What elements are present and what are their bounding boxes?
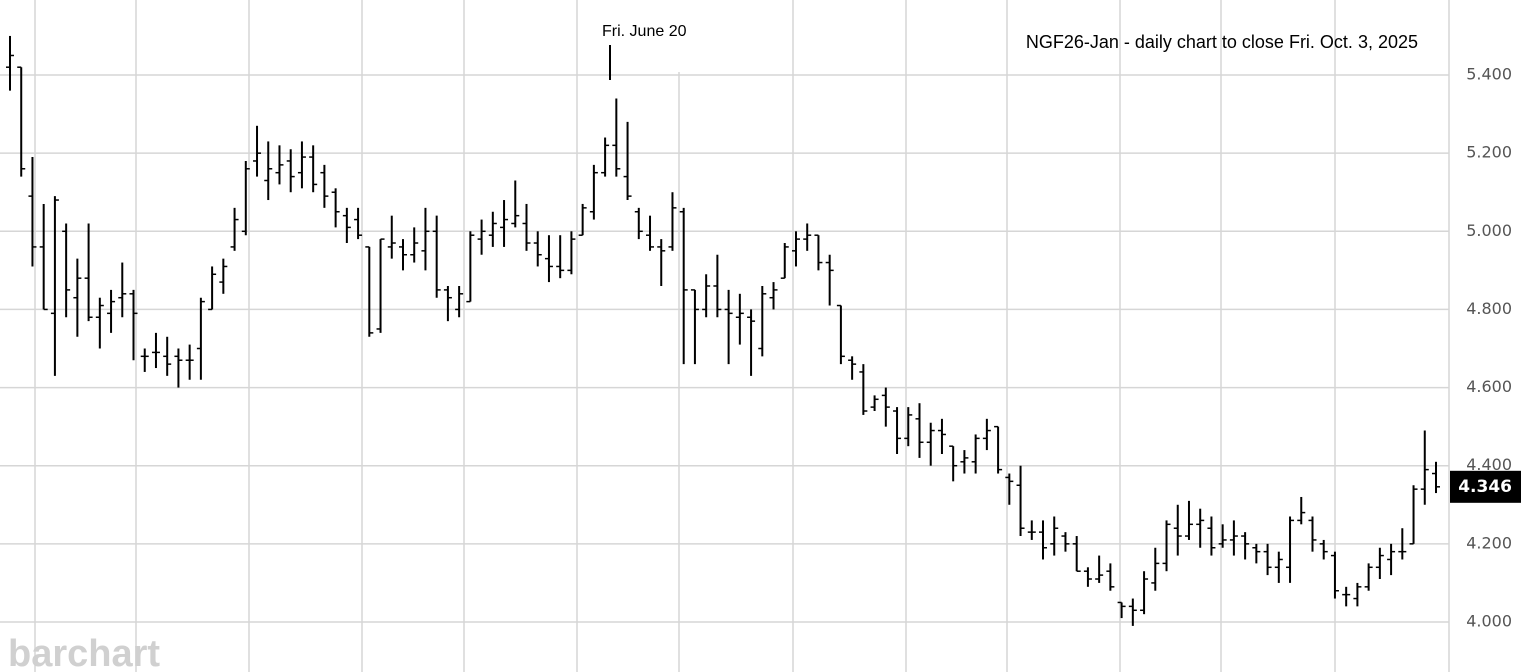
y-tick-label: 4.800 bbox=[1466, 299, 1512, 318]
y-tick-label: 4.000 bbox=[1466, 611, 1512, 630]
chart-title: NGF26-Jan - daily chart to close Fri. Oc… bbox=[1026, 32, 1418, 52]
y-tick-label: 4.200 bbox=[1466, 533, 1512, 552]
y-tick-label: 4.400 bbox=[1466, 455, 1512, 474]
y-tick-label: 5.000 bbox=[1466, 221, 1512, 240]
watermark: barchart bbox=[8, 633, 160, 672]
y-tick-label: 4.600 bbox=[1466, 377, 1512, 396]
annotation: Fri. June 20 bbox=[602, 23, 687, 40]
y-tick-label: 5.200 bbox=[1466, 143, 1512, 162]
last-price-label: 4.346 bbox=[1458, 477, 1512, 497]
last-price-box bbox=[1450, 470, 1521, 503]
y-tick-label: 5.400 bbox=[1466, 65, 1512, 84]
